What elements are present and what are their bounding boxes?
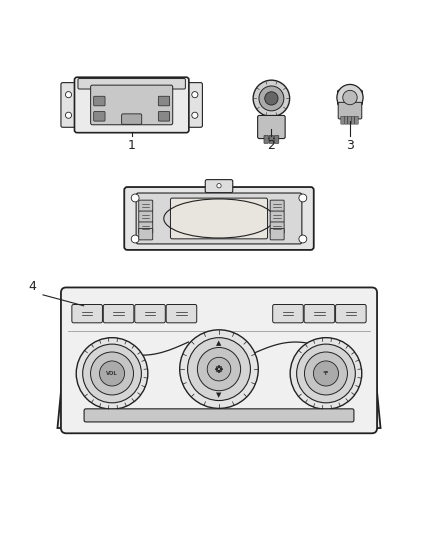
Polygon shape — [57, 293, 381, 428]
FancyBboxPatch shape — [61, 287, 377, 433]
FancyBboxPatch shape — [72, 304, 102, 323]
Circle shape — [259, 86, 284, 111]
Circle shape — [198, 348, 240, 391]
FancyBboxPatch shape — [94, 111, 105, 121]
Circle shape — [83, 344, 141, 403]
FancyBboxPatch shape — [270, 200, 284, 212]
Circle shape — [299, 194, 307, 202]
FancyBboxPatch shape — [78, 78, 185, 89]
FancyBboxPatch shape — [139, 200, 153, 212]
FancyBboxPatch shape — [270, 229, 284, 240]
Circle shape — [187, 338, 251, 400]
Text: 3: 3 — [346, 139, 354, 151]
Text: 1: 1 — [128, 139, 136, 151]
FancyBboxPatch shape — [74, 77, 189, 133]
FancyBboxPatch shape — [304, 304, 335, 323]
Circle shape — [192, 92, 198, 98]
FancyBboxPatch shape — [91, 85, 173, 125]
Circle shape — [290, 338, 362, 409]
Circle shape — [131, 235, 139, 243]
FancyBboxPatch shape — [355, 116, 358, 124]
Circle shape — [297, 344, 355, 403]
FancyBboxPatch shape — [124, 187, 314, 250]
Circle shape — [253, 80, 290, 117]
FancyBboxPatch shape — [139, 229, 153, 240]
FancyBboxPatch shape — [338, 90, 362, 105]
FancyBboxPatch shape — [270, 222, 284, 233]
FancyBboxPatch shape — [336, 304, 366, 323]
Circle shape — [91, 352, 134, 395]
Circle shape — [207, 357, 231, 381]
Text: 2: 2 — [268, 139, 276, 151]
FancyBboxPatch shape — [348, 116, 351, 124]
Circle shape — [343, 90, 357, 105]
Circle shape — [304, 352, 347, 395]
FancyBboxPatch shape — [269, 135, 274, 143]
FancyBboxPatch shape — [94, 96, 105, 106]
FancyBboxPatch shape — [273, 304, 303, 323]
FancyBboxPatch shape — [205, 180, 233, 193]
Text: ▲: ▲ — [216, 340, 222, 346]
FancyBboxPatch shape — [264, 135, 268, 143]
FancyBboxPatch shape — [135, 304, 165, 323]
FancyBboxPatch shape — [351, 116, 355, 124]
Circle shape — [299, 235, 307, 243]
Text: ▼: ▼ — [216, 392, 222, 398]
FancyBboxPatch shape — [341, 116, 344, 124]
FancyBboxPatch shape — [182, 83, 202, 127]
Circle shape — [265, 92, 278, 105]
Circle shape — [99, 361, 124, 386]
Circle shape — [192, 112, 198, 118]
FancyBboxPatch shape — [61, 83, 81, 127]
FancyBboxPatch shape — [158, 96, 170, 106]
FancyBboxPatch shape — [270, 211, 284, 222]
Circle shape — [65, 92, 71, 98]
FancyBboxPatch shape — [170, 198, 268, 239]
FancyBboxPatch shape — [158, 111, 170, 121]
Circle shape — [131, 194, 139, 202]
FancyBboxPatch shape — [84, 409, 354, 422]
Circle shape — [76, 338, 148, 409]
Circle shape — [337, 84, 363, 111]
Circle shape — [65, 112, 71, 118]
FancyBboxPatch shape — [344, 116, 348, 124]
FancyBboxPatch shape — [258, 116, 285, 139]
FancyBboxPatch shape — [275, 135, 279, 143]
FancyBboxPatch shape — [136, 193, 302, 244]
Text: 4: 4 — [28, 280, 36, 293]
FancyBboxPatch shape — [166, 304, 197, 323]
FancyBboxPatch shape — [139, 211, 153, 222]
FancyBboxPatch shape — [338, 102, 362, 119]
FancyBboxPatch shape — [139, 222, 153, 233]
Circle shape — [180, 330, 258, 408]
FancyBboxPatch shape — [122, 114, 142, 124]
FancyBboxPatch shape — [103, 304, 134, 323]
Circle shape — [314, 361, 339, 386]
Circle shape — [217, 183, 221, 188]
Text: °F: °F — [323, 371, 329, 376]
Text: VOL: VOL — [106, 371, 118, 376]
